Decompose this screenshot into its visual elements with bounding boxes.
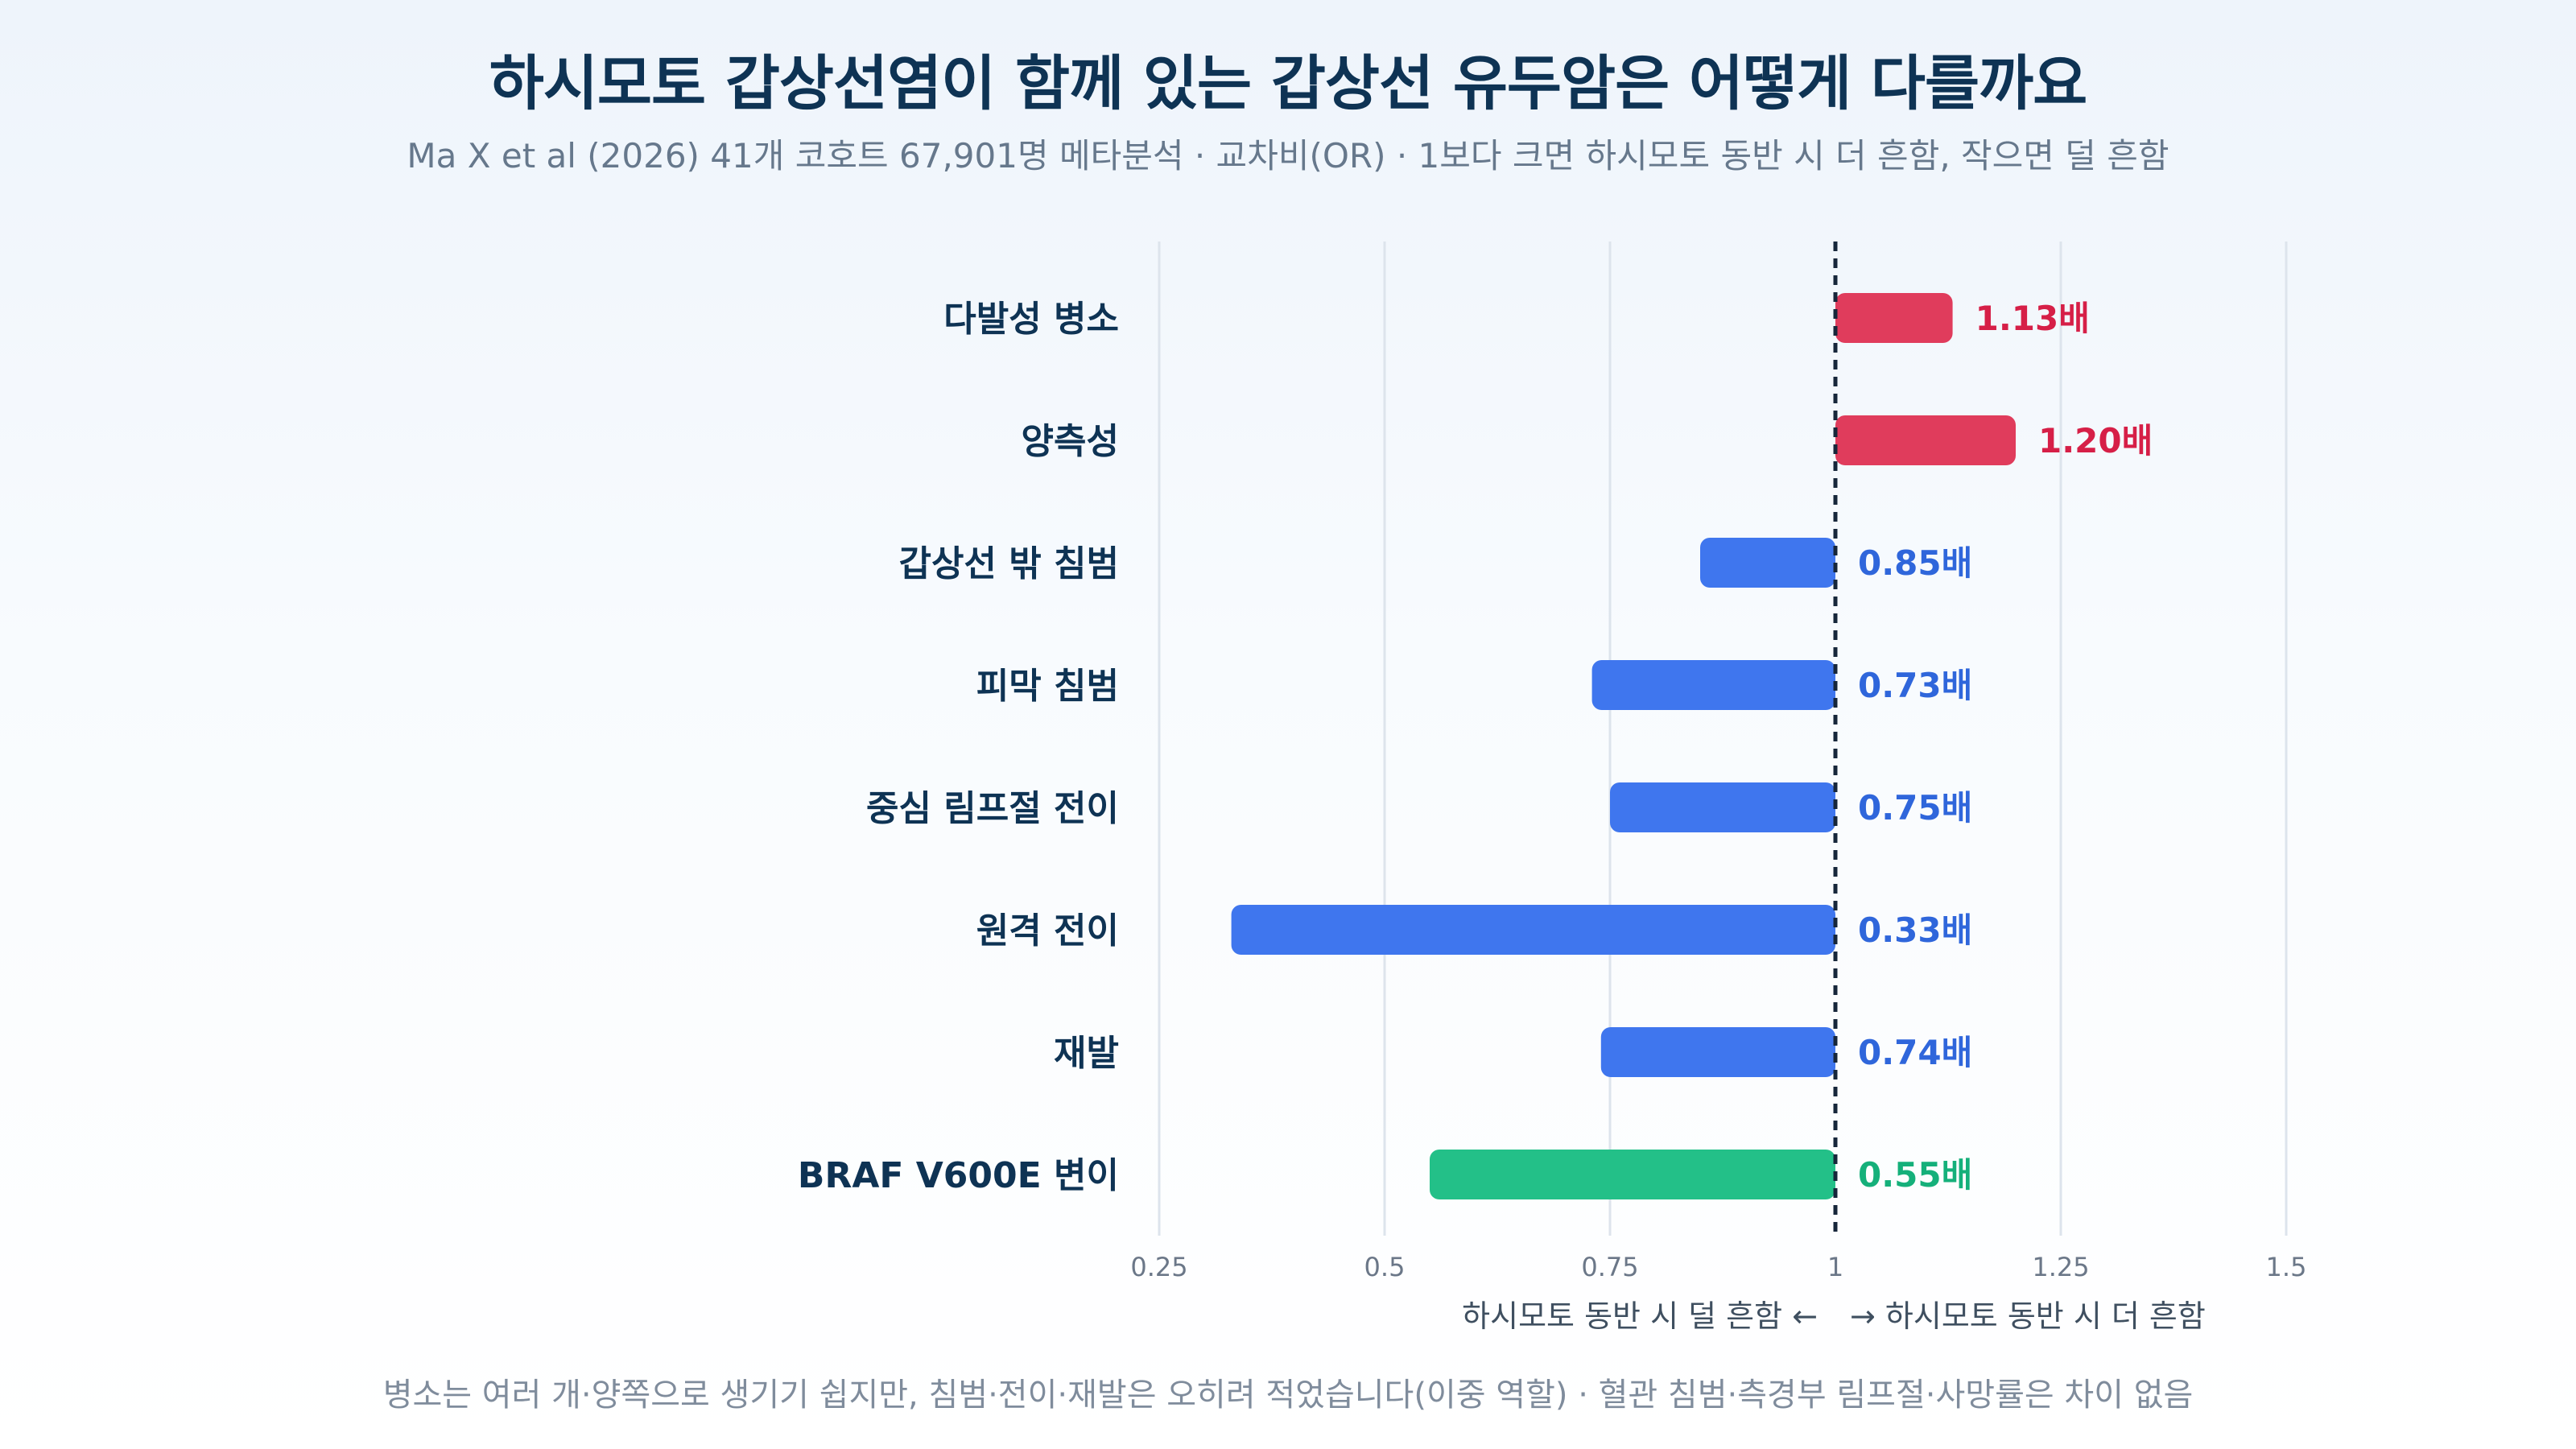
value-label: 0.55배 (1858, 1155, 1972, 1195)
x-tick-label: 1.5 (2266, 1252, 2307, 1282)
chart-subtitle: Ma X et al (2026) 41개 코호트 67,901명 메타분석 ·… (407, 136, 2169, 175)
bar (1610, 782, 1835, 832)
category-label: 원격 전이 (976, 910, 1119, 952)
bar (1430, 1150, 1835, 1199)
category-label: 중심 림프절 전이 (866, 788, 1119, 829)
value-label: 0.75배 (1858, 788, 1972, 828)
x-tick-label: 1 (1827, 1252, 1843, 1282)
category-label: 피막 침범 (976, 666, 1119, 707)
x-tick-label: 1.25 (2032, 1252, 2089, 1282)
bar (1231, 905, 1835, 955)
bar (1700, 538, 1835, 588)
category-label: 양측성 (1022, 421, 1119, 462)
category-label: 다발성 병소 (943, 299, 1119, 340)
grid-lines (1158, 242, 2288, 1236)
footnote: 병소는 여러 개·양쪽으로 생기기 쉽지만, 침범·전이·재발은 오히려 적었습… (382, 1377, 2194, 1414)
value-label: 0.33배 (1858, 910, 1972, 950)
bar (1591, 660, 1835, 710)
axis-note-left: 하시모토 동반 시 덜 흔함 ← (1462, 1298, 1818, 1334)
axis-note-right: → 하시모토 동반 시 더 흔함 (1850, 1298, 2206, 1334)
value-label: 1.20배 (2038, 421, 2153, 460)
value-label: 0.74배 (1858, 1033, 1972, 1072)
category-label: BRAF V600E 변이 (798, 1155, 1119, 1196)
x-tick-label: 0.5 (1364, 1252, 1406, 1282)
value-label: 0.73배 (1858, 666, 1972, 705)
value-label: 0.85배 (1858, 543, 1972, 583)
category-label: 재발 (1054, 1033, 1119, 1074)
x-tick-label: 0.75 (1581, 1252, 1638, 1282)
bar (1835, 415, 2016, 465)
bars (1231, 293, 2016, 1199)
category-label: 갑상선 밖 침범 (898, 543, 1119, 584)
value-label: 1.13배 (1975, 299, 2090, 338)
chart-title: 하시모토 갑상선염이 함께 있는 갑상선 유두암은 어떻게 다를까요 (489, 49, 2088, 118)
bar (1835, 293, 1953, 343)
x-tick-label: 0.25 (1130, 1252, 1187, 1282)
bar (1600, 1027, 1835, 1077)
